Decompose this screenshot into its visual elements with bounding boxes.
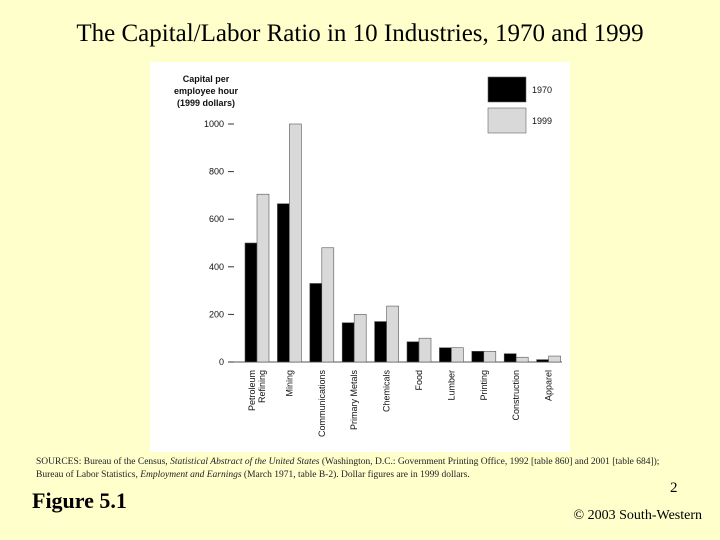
bar-1970 [277, 203, 290, 363]
chart-panel: Capital per employee hour (1999 dollars) 0 2… [150, 62, 570, 452]
bar-1970 [374, 321, 387, 363]
y-tick-label: 200 [209, 309, 224, 319]
page-number: 2 [670, 480, 678, 496]
bar-1970 [341, 322, 355, 363]
sources-prefix: SOURCES: Bureau of the Census, [36, 457, 171, 467]
slide-title: The Capital/Labor Ratio in 10 Industries… [76, 20, 644, 47]
y-tick-label: 0 [219, 357, 224, 367]
bar-1999 [451, 347, 464, 363]
legend-label: 1970 [532, 85, 552, 95]
sources-suffix: (March 1971, table B-2). Dollar figures … [241, 470, 470, 480]
bar-1970 [536, 359, 549, 363]
bar-1999 [256, 193, 270, 363]
y-tick-label: 400 [209, 262, 224, 272]
category-label: Communications [317, 370, 327, 438]
bar-1970 [244, 242, 258, 363]
category-label: Apparel [544, 370, 554, 401]
bar-1999 [418, 337, 432, 363]
category-label: Primary Metals [349, 370, 359, 431]
legend-label: 1999 [532, 116, 552, 126]
bar-chart: Capital per employee hour (1999 dollars) 0 2… [174, 74, 562, 438]
figure-label: Figure 5.1 [32, 488, 127, 513]
legend-swatch-1970 [487, 76, 527, 103]
sources-title-2: Employment and Earnings [140, 470, 242, 480]
y-tick-label: 600 [209, 214, 224, 224]
bar-1999 [321, 247, 335, 363]
sources-note: SOURCES: Bureau of the Census, Statistic… [36, 456, 676, 482]
sources-middle: (Washington, D.C.: Government Printing O… [36, 457, 660, 480]
category-label: Petroleum [247, 370, 257, 411]
y-axis-title-line: employee hour [174, 86, 239, 96]
legend-swatch-1999 [487, 107, 527, 134]
y-axis-title-line: (1999 dollars) [177, 98, 235, 108]
bar-1970 [406, 341, 420, 363]
bar-1999 [386, 305, 399, 363]
copyright: © 2003 South-Western [573, 508, 703, 523]
bar-1999 [515, 356, 529, 363]
bar-1999 [353, 314, 367, 363]
sources-title-1: Statistical Abstract of the United State… [170, 457, 320, 467]
y-tick-label: 1000 [204, 119, 224, 129]
bar-1970 [309, 283, 323, 363]
y-axis-title-line: Capital per [183, 74, 230, 84]
bar-1999 [289, 123, 302, 363]
category-label: Printing [479, 370, 489, 401]
y-tick-label: 800 [209, 167, 224, 177]
bar-1970 [471, 350, 485, 363]
bar-1999 [548, 355, 561, 363]
category-label: Construction [511, 370, 521, 421]
category-label: Chemicals [382, 370, 392, 413]
category-label: Refining [257, 370, 267, 403]
category-label: Lumber [446, 370, 456, 401]
bar-1970 [439, 347, 452, 363]
category-label: Mining [284, 370, 294, 397]
bar-1999 [483, 350, 497, 363]
category-label: Food [414, 370, 424, 391]
bar-1970 [503, 353, 517, 363]
